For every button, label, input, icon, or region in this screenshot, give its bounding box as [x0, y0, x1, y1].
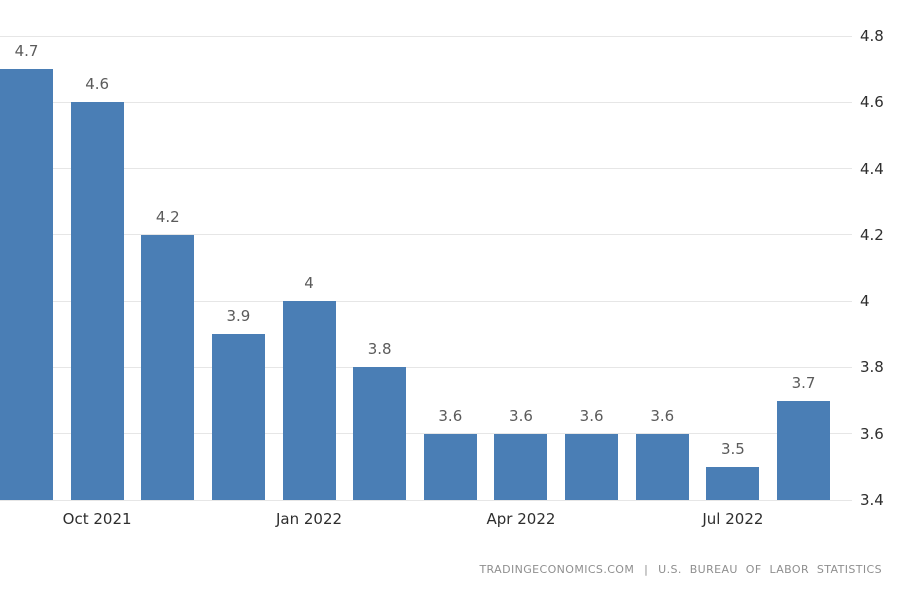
bar-may-2022	[565, 433, 619, 500]
bar-oct-2021	[70, 102, 124, 500]
bar-apr-2022	[494, 433, 548, 500]
bar-jun-2022	[635, 433, 689, 500]
gridline-4.8	[0, 35, 852, 37]
bar-aug-2022	[777, 400, 831, 500]
attribution-separator: |	[644, 563, 649, 576]
y-axis-label-4.2: 4.2	[860, 225, 884, 244]
y-axis-label-4.6: 4.6	[860, 93, 884, 112]
bar-value-label-sep-2021: 4.7	[14, 42, 39, 61]
x-axis-label-jul-2022: Jul 2022	[702, 510, 764, 528]
x-axis-label-oct-2021: Oct 2021	[62, 510, 132, 528]
bar-mar-2022	[423, 433, 477, 500]
y-axis-label-4: 4	[860, 292, 870, 311]
bar-feb-2022	[353, 367, 407, 500]
x-axis-label-jan-2022: Jan 2022	[276, 510, 343, 528]
attribution: TRADINGECONOMICS.COM | U.S. BUREAU OF LA…	[479, 563, 882, 576]
bar-value-label-jul-2022: 3.5	[720, 439, 745, 458]
gridline-4	[0, 300, 852, 302]
bar-nov-2021	[141, 234, 195, 500]
bar-value-label-jan-2022: 4	[304, 274, 314, 293]
bar-dec-2021	[211, 334, 265, 500]
attribution-provider: U.S. BUREAU OF LABOR STATISTICS	[658, 563, 882, 576]
attribution-source-link[interactable]: TRADINGECONOMICS.COM	[479, 563, 635, 576]
bar-value-label-mar-2022: 3.6	[438, 406, 463, 425]
y-axis-label-3.8: 3.8	[860, 358, 884, 377]
bar-value-label-aug-2022: 3.7	[791, 373, 816, 392]
y-axis-label-4.4: 4.4	[860, 159, 884, 178]
bar-jan-2022	[282, 301, 336, 500]
bar-value-label-jun-2022: 3.6	[650, 406, 675, 425]
bar-value-label-may-2022: 3.6	[579, 406, 604, 425]
y-axis-label-4.8: 4.8	[860, 27, 884, 45]
bar-value-label-feb-2022: 3.8	[367, 340, 392, 359]
bar-value-label-oct-2021: 4.6	[85, 75, 110, 94]
bar-sep-2021	[0, 69, 53, 500]
bar-value-label-apr-2022: 3.6	[509, 406, 533, 425]
gridline-3.4	[0, 499, 852, 501]
bar-value-label-dec-2021: 3.9	[226, 307, 251, 326]
gridline-4.4	[0, 168, 852, 170]
x-axis-label-apr-2022: Apr 2022	[486, 510, 556, 528]
bar-value-label-nov-2021: 4.2	[155, 207, 180, 226]
gridline-4.2	[0, 234, 852, 236]
y-axis-label-3.6: 3.6	[860, 424, 884, 443]
gridline-3.8	[0, 366, 852, 368]
bar-jul-2022	[706, 466, 760, 500]
y-axis-label-3.4: 3.4	[860, 491, 884, 509]
gridline-4.6	[0, 101, 852, 103]
